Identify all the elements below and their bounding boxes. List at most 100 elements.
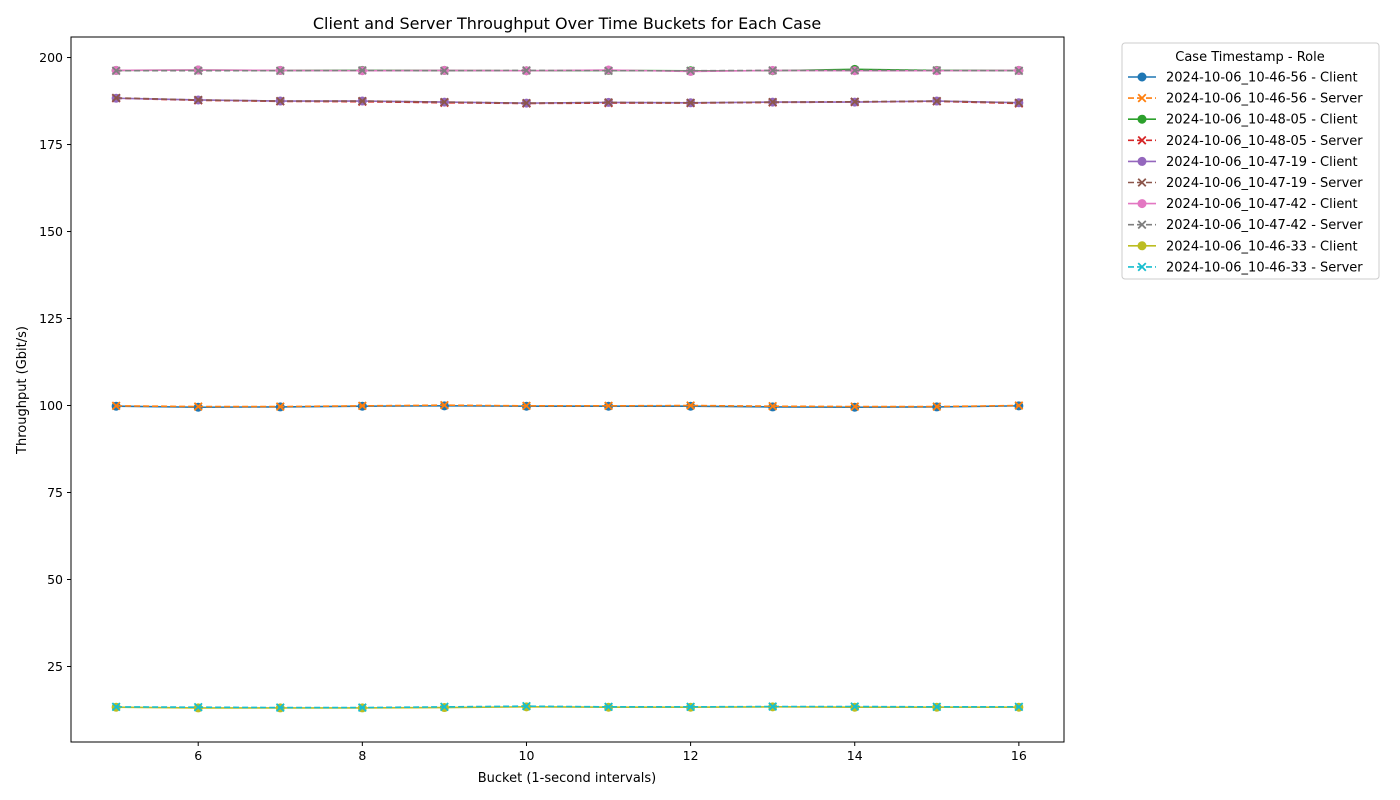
legend-label: 2024-10-06_10-46-56 - Server	[1166, 92, 1363, 107]
data-point	[275, 66, 285, 76]
legend-label: 2024-10-06_10-47-42 - Server	[1166, 218, 1363, 233]
y-tick-label: 125	[39, 311, 63, 326]
legend-items: 2024-10-06_10-46-56 - Client 2024-10-06_1…	[1128, 71, 1363, 275]
data-point	[686, 98, 696, 108]
series-line	[116, 97, 1019, 104]
y-tick-label: 175	[39, 137, 63, 152]
legend-label: 2024-10-06_10-47-19 - Client	[1166, 155, 1358, 170]
legend-frame	[1121, 42, 1380, 280]
legend-marker	[1137, 241, 1147, 251]
data-point	[111, 66, 121, 76]
x-tick-label: 16	[1011, 748, 1027, 763]
data-point	[193, 702, 203, 712]
legend-label: 2024-10-06_10-48-05 - Client	[1166, 113, 1358, 128]
data-point	[850, 65, 860, 75]
y-tick-label: 100	[39, 398, 63, 413]
data-point	[522, 98, 531, 108]
data-point	[604, 97, 613, 107]
data-point	[1014, 66, 1024, 76]
legend-item: 2024-10-06_10-46-33 - Server	[1128, 260, 1363, 275]
data-point	[850, 702, 860, 711]
legend-label: 2024-10-06_10-47-42 - Client	[1166, 197, 1358, 212]
x-axis-label: Bucket (1-second intervals)	[478, 771, 657, 786]
data-point	[1014, 401, 1024, 410]
data-point	[768, 97, 778, 107]
legend-label: 2024-10-06_10-46-33 - Client	[1166, 239, 1358, 254]
axes: 6 8 10 12 14 16 25 50 75 100 125 150 175 200	[39, 36, 1065, 763]
legend-item: 2024-10-06_10-48-05 - Client	[1128, 113, 1358, 128]
data-point	[357, 401, 367, 411]
legend-label: 2024-10-06_10-46-56 - Client	[1166, 71, 1358, 86]
legend-item: 2024-10-06_10-46-56 - Server	[1128, 92, 1363, 107]
data-point	[439, 400, 449, 410]
data-point	[111, 401, 121, 411]
series-line	[116, 705, 1019, 709]
legend-marker	[1137, 220, 1147, 230]
data-point	[850, 97, 860, 107]
data-point	[768, 65, 778, 75]
data-point	[275, 703, 285, 712]
data-point	[768, 702, 778, 711]
x-tick-label: 14	[847, 748, 863, 763]
y-tick-label: 25	[47, 659, 63, 674]
legend-item: 2024-10-06_10-47-19 - Client	[1128, 155, 1358, 170]
data-point	[932, 65, 942, 75]
data-point	[522, 701, 531, 711]
legend-title: Case Timestamp - Role	[1175, 50, 1324, 65]
data-point	[932, 702, 942, 712]
series-6	[111, 93, 1024, 108]
data-point	[439, 97, 449, 107]
legend: Case Timestamp - Role 2024-10-06_10-46-5…	[1121, 42, 1380, 280]
data-point	[1014, 98, 1024, 108]
legend-item: 2024-10-06_10-47-19 - Server	[1128, 176, 1363, 191]
legend-item: 2024-10-06_10-46-56 - Client	[1128, 71, 1358, 86]
legend-item: 2024-10-06_10-46-33 - Client	[1128, 239, 1358, 254]
data-point	[275, 96, 285, 106]
chart-title: Client and Server Throughput Over Time B…	[313, 14, 821, 33]
data-point	[768, 401, 778, 411]
data-point	[193, 402, 203, 411]
data-point	[932, 402, 942, 411]
y-tick-label: 50	[47, 572, 63, 587]
y-tick-label: 200	[39, 50, 63, 65]
series-8	[111, 65, 1024, 76]
data-point	[686, 66, 696, 76]
data-point	[604, 66, 613, 76]
plot-frame	[70, 36, 1065, 743]
data-point	[1014, 702, 1024, 712]
data-point	[604, 702, 613, 712]
y-tick-label: 150	[39, 224, 63, 239]
data-point	[439, 66, 449, 76]
data-point	[193, 66, 203, 76]
legend-item: 2024-10-06_10-48-05 - Server	[1128, 134, 1363, 149]
x-tick-label: 8	[358, 748, 366, 763]
series-line	[116, 404, 1019, 408]
legend-marker	[1137, 199, 1147, 209]
legend-marker	[1137, 262, 1147, 272]
x-tick-label: 12	[683, 748, 699, 763]
data-point	[193, 95, 203, 105]
legend-label: 2024-10-06_10-48-05 - Server	[1166, 134, 1363, 149]
legend-marker	[1137, 135, 1147, 145]
data-point	[357, 65, 367, 75]
legend-item: 2024-10-06_10-47-42 - Client	[1128, 197, 1358, 212]
legend-marker	[1137, 156, 1147, 166]
series-10	[111, 701, 1024, 712]
data-point	[850, 402, 860, 411]
data-point	[686, 702, 696, 712]
x-tick-label: 10	[519, 748, 535, 763]
legend-marker	[1137, 72, 1147, 82]
data-point	[522, 65, 531, 75]
legend-label: 2024-10-06_10-47-19 - Server	[1166, 176, 1363, 191]
legend-item: 2024-10-06_10-47-42 - Server	[1128, 218, 1363, 233]
data-point	[357, 703, 367, 712]
series-2	[111, 400, 1024, 411]
legend-marker	[1137, 93, 1147, 103]
legend-marker	[1137, 114, 1147, 124]
data-point	[932, 96, 942, 106]
data-point	[604, 401, 613, 411]
data-point	[111, 93, 121, 103]
legend-label: 2024-10-06_10-46-33 - Server	[1166, 260, 1363, 275]
